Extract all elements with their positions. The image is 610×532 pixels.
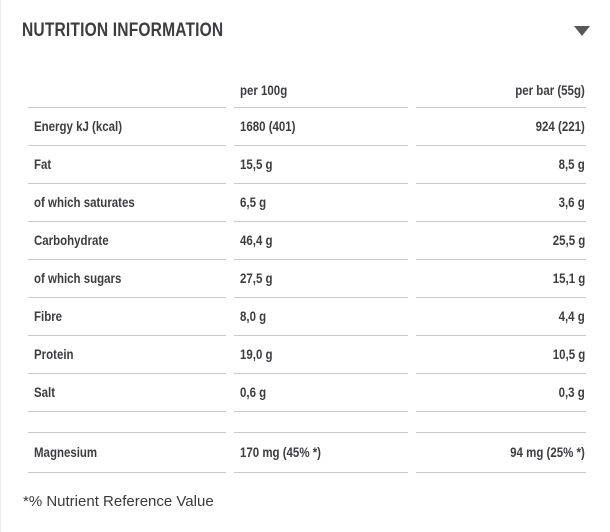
column-header-empty [28,62,226,108]
row-label: Protein [28,336,226,374]
value-per-100g: 46,4 g [234,222,408,260]
section-title: NUTRITION INFORMATION [22,20,224,41]
value-per-100g: 170 mg (45% *) [234,433,408,473]
value-per-bar: 924 (221) [416,108,586,146]
value-per-100g: 1680 (401) [234,108,408,146]
table-row: Fat 15,5 g 8,5 g [28,146,586,184]
row-label: of which saturates [28,184,226,222]
table-header-row: per 100g per bar (55g) [28,62,586,108]
column-header-per-bar: per bar (55g) [416,62,586,108]
spacer-row [28,412,586,433]
value-per-100g: 0,6 g [234,374,408,412]
row-label: Fibre [28,298,226,336]
value-per-bar: 0,3 g [416,374,586,412]
value-per-100g: 15,5 g [234,146,408,184]
row-label: Carbohydrate [28,222,226,260]
table-row: Protein 19,0 g 10,5 g [28,336,586,374]
value-per-100g: 27,5 g [234,260,408,298]
footnote: *% Nutrient Reference Value [23,493,214,510]
table-row: of which saturates 6,5 g 3,6 g [28,184,586,222]
spacer-cell [28,412,226,433]
row-label: Fat [28,146,226,184]
value-per-bar: 8,5 g [416,146,586,184]
table-row: Energy kJ (kcal) 1680 (401) 924 (221) [28,108,586,146]
table-row: Fibre 8,0 g 4,4 g [28,298,586,336]
value-per-bar: 15,1 g [416,260,586,298]
chevron-down-icon[interactable] [574,26,590,36]
value-per-bar: 3,6 g [416,184,586,222]
nutrition-accordion-header[interactable]: NUTRITION INFORMATION [1,0,610,62]
row-label: Salt [28,374,226,412]
table-row: Magnesium 170 mg (45% *) 94 mg (25% *) [28,433,586,473]
row-label: of which sugars [28,260,226,298]
table-row: Salt 0,6 g 0,3 g [28,374,586,412]
value-per-bar: 4,4 g [416,298,586,336]
value-per-100g: 19,0 g [234,336,408,374]
value-per-100g: 8,0 g [234,298,408,336]
table-row: of which sugars 27,5 g 15,1 g [28,260,586,298]
value-per-bar: 10,5 g [416,336,586,374]
spacer-cell [234,412,408,433]
value-per-bar: 25,5 g [416,222,586,260]
column-header-per-100g: per 100g [234,62,408,108]
table-row: Carbohydrate 46,4 g 25,5 g [28,222,586,260]
nutrition-table: per 100g per bar (55g) Energy kJ (kcal) … [28,62,586,473]
row-label: Energy kJ (kcal) [28,108,226,146]
spacer-cell [416,412,586,433]
value-per-100g: 6,5 g [234,184,408,222]
value-per-bar: 94 mg (25% *) [416,433,586,473]
row-label: Magnesium [28,433,226,473]
